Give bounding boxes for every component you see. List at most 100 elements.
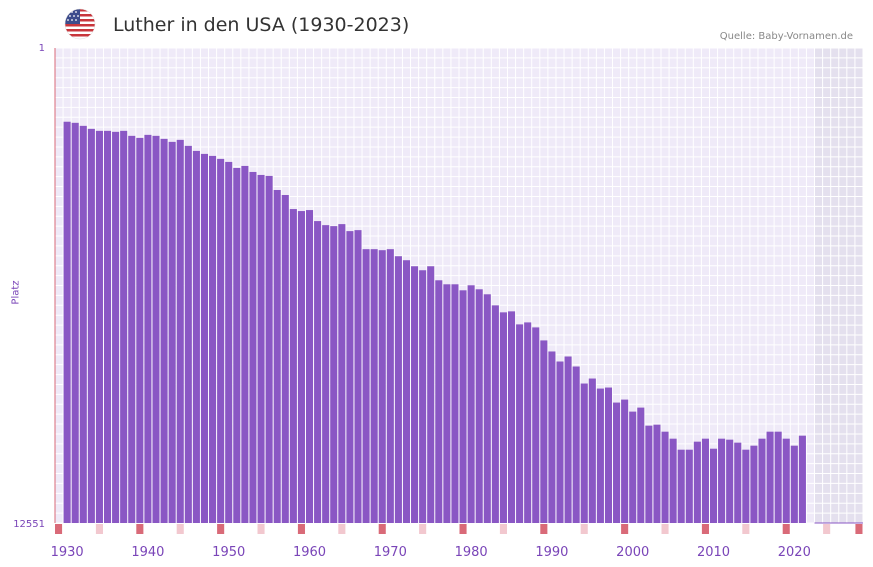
year-marker xyxy=(459,524,467,534)
year-marker xyxy=(580,524,588,534)
source-label: Quelle: Baby-Vornamen.de xyxy=(719,31,853,42)
bar-1997 xyxy=(604,387,613,523)
bar-1988 xyxy=(532,327,540,523)
x-tick-label: 1970 xyxy=(374,545,407,560)
x-tick-label: 1980 xyxy=(455,545,488,560)
bar-1985 xyxy=(507,311,516,523)
bar-1950 xyxy=(225,161,233,523)
chart-title: Luther in den USA (1930-2023) xyxy=(113,14,410,36)
year-marker xyxy=(782,524,790,534)
bar-1955 xyxy=(265,175,273,523)
bar-2004 xyxy=(661,431,669,523)
bar-2012 xyxy=(726,439,734,523)
y-tick-top: 1 xyxy=(38,43,45,54)
bar-1975 xyxy=(427,266,435,523)
x-tick-label: 1940 xyxy=(131,545,164,560)
bar-1931 xyxy=(71,122,79,523)
bar-2008 xyxy=(693,441,701,523)
bar-1958 xyxy=(289,209,297,523)
bar-2020 xyxy=(790,445,798,523)
year-marker xyxy=(257,524,265,534)
year-marker xyxy=(855,524,863,534)
bar-1930 xyxy=(63,121,71,524)
bar-1984 xyxy=(499,312,507,523)
x-tick-label: 1960 xyxy=(293,545,326,560)
bar-1939 xyxy=(136,137,144,523)
bar-2005 xyxy=(669,438,677,523)
bar-1969 xyxy=(378,250,386,523)
bar-1976 xyxy=(435,280,443,523)
bar-2016 xyxy=(758,438,766,523)
usa-flag-icon xyxy=(64,8,96,40)
y-tick-bottom: 12551 xyxy=(13,519,45,530)
bar-2013 xyxy=(734,442,742,523)
bar-2000 xyxy=(629,411,637,523)
x-tick-label: 1930 xyxy=(51,545,84,560)
bar-2007 xyxy=(685,449,693,523)
bar-2018 xyxy=(774,431,782,523)
bar-1968 xyxy=(370,249,378,523)
bar-1989 xyxy=(540,340,548,523)
bar-1994 xyxy=(580,383,588,523)
bar-1937 xyxy=(120,130,128,524)
bar-2010 xyxy=(709,448,718,523)
bar-1954 xyxy=(257,174,265,524)
bar-1959 xyxy=(297,211,305,523)
bar-1995 xyxy=(588,378,596,523)
bar-1944 xyxy=(176,139,184,523)
bar-2009 xyxy=(701,438,709,523)
bar-1935 xyxy=(103,130,112,524)
year-marker xyxy=(217,524,225,534)
bar-2017 xyxy=(766,431,774,523)
year-markers xyxy=(55,524,863,534)
bar-1947 xyxy=(200,153,209,524)
year-marker xyxy=(95,524,103,534)
bar-2011 xyxy=(718,438,726,523)
year-marker xyxy=(823,524,831,534)
x-tick-label: 1950 xyxy=(212,545,245,560)
bar-1961 xyxy=(314,221,322,524)
bar-2021 xyxy=(798,435,806,523)
bar-1942 xyxy=(160,138,168,523)
bar-2015 xyxy=(750,445,758,523)
bar-1945 xyxy=(184,145,192,523)
year-marker xyxy=(621,524,629,534)
bar-1953 xyxy=(249,171,257,524)
bar-1972 xyxy=(402,260,411,523)
bar-1992 xyxy=(564,356,572,523)
bar-1952 xyxy=(241,165,249,523)
bar-1964 xyxy=(338,224,346,523)
year-marker xyxy=(338,524,346,534)
bar-2002 xyxy=(645,425,653,523)
year-marker xyxy=(55,524,63,534)
bar-1963 xyxy=(330,226,338,523)
grid-lines xyxy=(54,47,864,524)
year-marker xyxy=(742,524,750,534)
bar-2003 xyxy=(653,424,661,523)
year-marker xyxy=(419,524,427,534)
year-marker xyxy=(176,524,184,534)
x-axis-ticks: 1930 1940 1950 1960 1970 1980 1990 2000 2010 2020 xyxy=(51,545,811,560)
bar-1933 xyxy=(87,128,95,523)
bars xyxy=(63,121,863,524)
bar-1932 xyxy=(79,125,87,523)
bar-1978 xyxy=(451,284,459,523)
x-tick-label: 2010 xyxy=(697,545,730,560)
x-tick-label: 2020 xyxy=(778,545,811,560)
bar-1957 xyxy=(281,195,289,524)
bar-1962 xyxy=(322,225,330,523)
year-marker xyxy=(499,524,507,534)
bar-1979 xyxy=(459,290,467,523)
bar-1941 xyxy=(152,135,160,523)
year-marker xyxy=(661,524,669,534)
year-marker xyxy=(701,524,709,534)
bar-1983 xyxy=(491,305,499,523)
bar-1973 xyxy=(411,266,419,523)
bar-1956 xyxy=(273,190,281,523)
year-marker xyxy=(378,524,386,534)
bar-1986 xyxy=(516,324,524,523)
bar-1943 xyxy=(168,141,176,523)
bar-1991 xyxy=(556,361,564,523)
year-marker xyxy=(136,524,144,534)
